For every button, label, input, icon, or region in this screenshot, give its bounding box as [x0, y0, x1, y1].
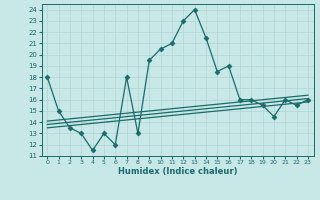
X-axis label: Humidex (Indice chaleur): Humidex (Indice chaleur)	[118, 167, 237, 176]
